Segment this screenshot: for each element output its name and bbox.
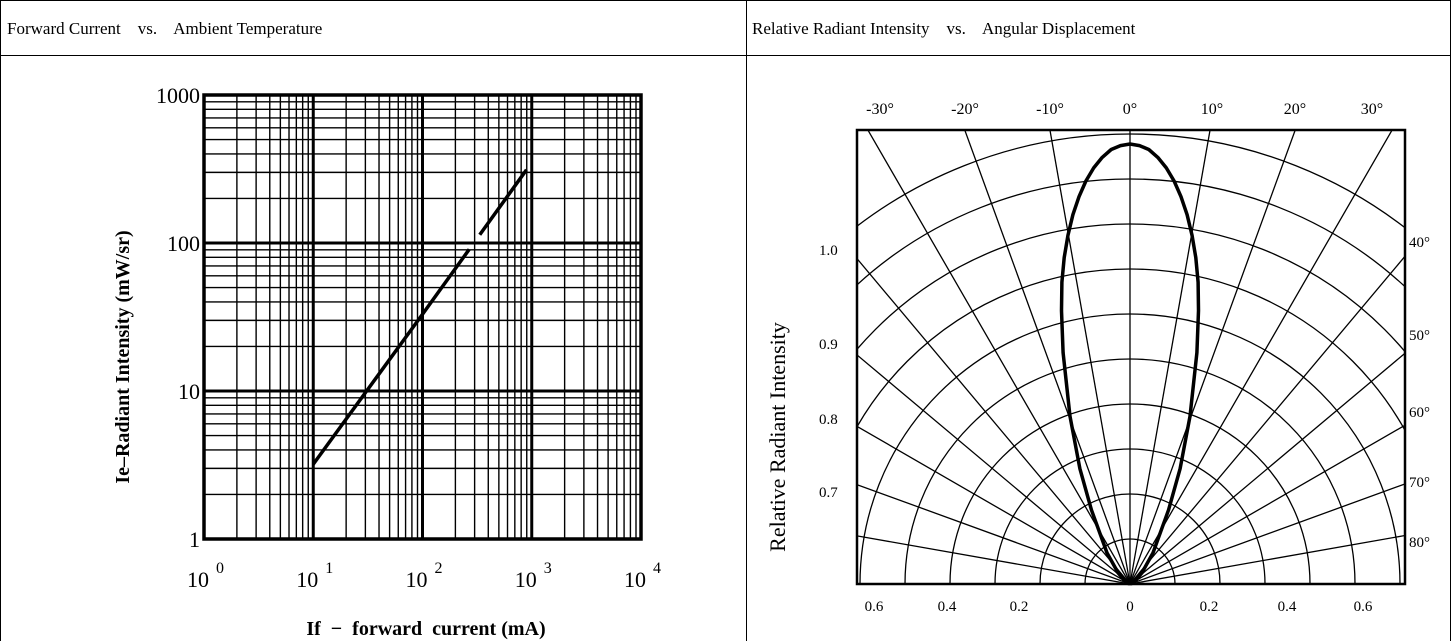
middle-border (746, 56, 747, 641)
polar-spoke (857, 257, 1131, 584)
x-tick-exponent: 0 (216, 560, 224, 577)
x-tick-label: 10 (624, 567, 646, 592)
polar-intensity-label: 0.9 (819, 337, 838, 353)
polar-bottom-scale-label: 0.4 (1278, 599, 1297, 615)
x-tick-label: 10 (296, 567, 318, 592)
polar-side-angle-label: 80° (1409, 535, 1430, 551)
polar-spoke (1129, 352, 1405, 584)
polar-top-angle-label: 20° (1284, 101, 1306, 118)
radiation-pattern-curve (1059, 142, 1201, 586)
y-tick-label: 1000 (156, 83, 200, 108)
polar-bottom-scale-label: 0.2 (1010, 599, 1029, 615)
polar-intensity-label: 0.8 (819, 412, 838, 428)
polar-spoke (857, 535, 1131, 584)
right-panel-title: Relative Radiant Intensity vs. Angular D… (746, 0, 1451, 56)
polar-side-angle-label: 60° (1409, 405, 1430, 421)
series-line-2 (421, 161, 534, 316)
x-tick-exponent: 1 (325, 560, 333, 577)
y-tick-label: 10 (178, 379, 200, 404)
x-tick-exponent: 4 (653, 560, 661, 577)
polar-spoke (1129, 483, 1405, 584)
polar-chart: -30° -20° -10° 0° 10° 20° 30° 40° 50° 60° 70° 80° 1.… (765, 101, 1430, 615)
polar-top-angle-label: -30° (866, 101, 894, 118)
polar-spoke (1049, 130, 1131, 584)
y-tick-label: 1 (189, 527, 200, 552)
polar-y-axis-label: Relative Radiant Intensity (765, 322, 790, 552)
polar-bottom-scale-label: 0.6 (865, 599, 884, 615)
polar-spoke (867, 130, 1131, 584)
polar-spoke (1129, 130, 1211, 584)
x-axis-label: If − forward current (mA) (306, 618, 545, 640)
polar-side-angle-label: 40° (1409, 235, 1430, 251)
polar-spoke (857, 483, 1131, 584)
y-tick-label: 100 (167, 231, 200, 256)
polar-spoke (1129, 255, 1405, 584)
polar-side-angle-label: 50° (1409, 328, 1430, 344)
x-tick-label: 10 (406, 567, 428, 592)
polar-arc (857, 178, 1405, 288)
y-axis-label: Ie–Radiant Intensity (mW/sr) (112, 230, 134, 483)
plot-frame (202, 93, 643, 541)
polar-top-angle-label: -10° (1036, 101, 1064, 118)
polar-side-angle-label: 70° (1409, 475, 1430, 491)
polar-spoke (857, 425, 1131, 584)
polar-spoke (964, 130, 1131, 584)
polar-intensity-label: 0.7 (819, 485, 838, 501)
polar-intensity-label: 1.0 (819, 243, 838, 259)
polar-bottom-scale-label: 0.2 (1200, 599, 1219, 615)
polar-bottom-scale-label: 0.4 (938, 599, 957, 615)
polar-top-angle-label: 0° (1123, 101, 1137, 118)
polar-bottom-scale-label: 0.6 (1354, 599, 1373, 615)
polar-spoke (1129, 130, 1296, 584)
polar-spoke (1129, 534, 1405, 584)
x-tick-exponent: 2 (435, 560, 443, 577)
polar-spoke (1129, 130, 1393, 584)
polar-spoke (1129, 424, 1405, 584)
x-tick-label: 10 (515, 567, 537, 592)
left-border (0, 56, 1, 641)
polar-top-angle-label: 30° (1361, 101, 1383, 118)
left-panel-title: Forward Current vs. Ambient Temperature (0, 0, 747, 56)
x-tick-label: 10 (187, 567, 209, 592)
polar-top-angle-label: -20° (951, 101, 979, 118)
series-line-1 (311, 313, 424, 466)
x-tick-exponent: 3 (544, 560, 552, 577)
polar-bottom-scale-label: 0 (1126, 599, 1134, 615)
polar-top-angle-label: 10° (1201, 101, 1223, 118)
polar-spoke (857, 354, 1131, 584)
